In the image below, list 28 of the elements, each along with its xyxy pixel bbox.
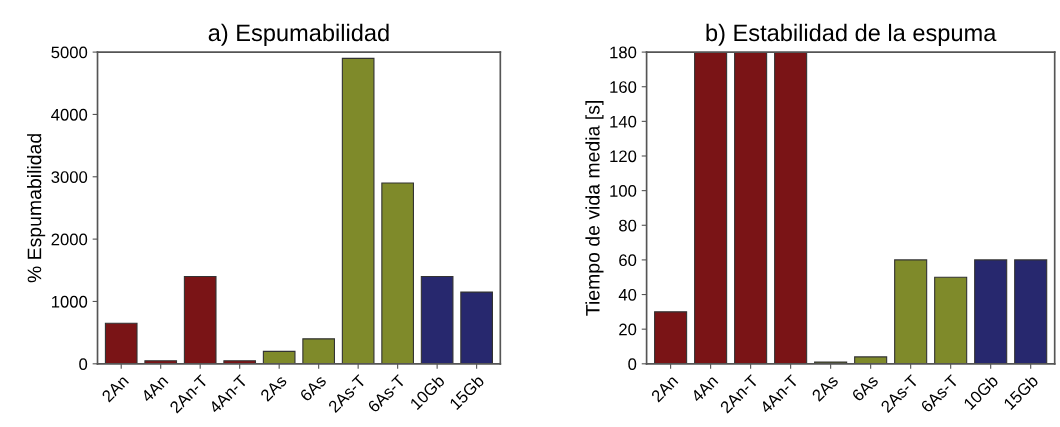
y-tick-label: 40 xyxy=(618,288,637,301)
y-tick-label: 1000 xyxy=(52,295,88,308)
x-tick-label: 6As xyxy=(299,374,327,402)
y-tick-label: 120 xyxy=(610,150,637,163)
y-tick-label: 60 xyxy=(619,254,637,267)
y-tick-label: 4000 xyxy=(51,108,88,121)
chart-title: b) Estabilidad de la espuma xyxy=(706,23,997,46)
x-tick-label: 2As xyxy=(259,374,288,402)
y-tick-label: 5000 xyxy=(51,46,88,59)
x-tick-label: 4An xyxy=(140,374,169,403)
x-tick-label: 2An xyxy=(101,374,129,403)
x-tick-label: 4An xyxy=(690,374,719,403)
y-tick-label: 160 xyxy=(610,81,637,93)
x-tick-label: 6As xyxy=(851,374,879,402)
y-tick-label: 0 xyxy=(628,358,637,371)
y-tick-label: 80 xyxy=(619,219,637,232)
y-tick-label: 3000 xyxy=(51,171,88,183)
y-tick-label: 2000 xyxy=(51,233,88,246)
y-tick-label: 0 xyxy=(79,358,88,371)
y-axis-title: % Espumabilidad xyxy=(27,134,46,283)
y-tick-label: 100 xyxy=(610,185,637,197)
x-tick-label: 2An xyxy=(650,374,679,403)
y-tick-label: 180 xyxy=(610,46,637,59)
chart-title: a) Espumabilidad xyxy=(208,23,389,46)
x-tick-label: 2As xyxy=(811,374,839,402)
y-tick-label: 140 xyxy=(610,115,637,128)
y-axis-title: Tiempo de vida media [s] xyxy=(585,101,604,316)
y-tick-label: 20 xyxy=(619,323,637,336)
